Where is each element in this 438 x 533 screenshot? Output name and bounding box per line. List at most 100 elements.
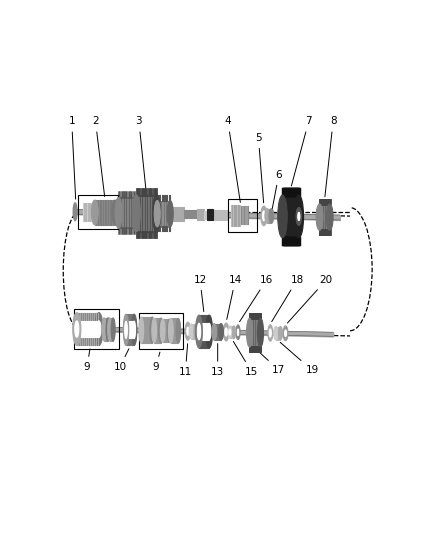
Bar: [231, 205, 240, 225]
Text: 12: 12: [194, 275, 207, 311]
Ellipse shape: [189, 324, 193, 338]
Ellipse shape: [115, 197, 122, 229]
Ellipse shape: [206, 315, 212, 348]
Bar: [214, 210, 228, 220]
Ellipse shape: [237, 329, 239, 336]
Ellipse shape: [139, 317, 144, 343]
Ellipse shape: [269, 208, 274, 223]
Bar: [241, 206, 247, 224]
Text: 8: 8: [325, 116, 336, 197]
Ellipse shape: [279, 327, 283, 340]
Text: 9: 9: [152, 352, 160, 372]
Text: 9: 9: [84, 349, 90, 372]
Ellipse shape: [285, 330, 286, 336]
Ellipse shape: [160, 319, 165, 342]
Ellipse shape: [278, 195, 287, 238]
Bar: [83, 203, 92, 221]
Bar: [191, 324, 196, 338]
Bar: [77, 321, 99, 337]
Ellipse shape: [298, 212, 300, 221]
Bar: [250, 318, 261, 347]
Bar: [199, 324, 209, 340]
Text: 16: 16: [240, 275, 273, 322]
Bar: [126, 314, 134, 345]
Bar: [141, 317, 152, 343]
Ellipse shape: [187, 327, 189, 335]
Ellipse shape: [152, 195, 161, 232]
Ellipse shape: [75, 321, 79, 337]
Bar: [320, 204, 330, 230]
Bar: [162, 319, 170, 342]
Ellipse shape: [219, 324, 223, 340]
Ellipse shape: [294, 195, 304, 238]
Text: 2: 2: [92, 116, 105, 197]
Ellipse shape: [73, 203, 77, 221]
Ellipse shape: [132, 195, 140, 232]
Ellipse shape: [169, 319, 173, 343]
Ellipse shape: [232, 326, 236, 338]
Ellipse shape: [97, 321, 101, 337]
Bar: [230, 326, 234, 338]
Bar: [104, 318, 108, 341]
Ellipse shape: [236, 325, 240, 340]
Ellipse shape: [326, 204, 333, 230]
Bar: [154, 318, 161, 343]
Bar: [171, 319, 178, 343]
Ellipse shape: [197, 324, 201, 340]
Ellipse shape: [132, 197, 139, 229]
Ellipse shape: [154, 200, 160, 227]
Bar: [110, 318, 113, 341]
Bar: [184, 210, 197, 219]
Ellipse shape: [268, 325, 273, 341]
Ellipse shape: [229, 329, 231, 335]
Text: 1: 1: [68, 116, 76, 199]
Ellipse shape: [108, 318, 112, 341]
Bar: [267, 208, 271, 223]
Ellipse shape: [92, 200, 98, 225]
Text: 6: 6: [270, 170, 282, 221]
Bar: [276, 327, 280, 340]
Ellipse shape: [124, 314, 129, 345]
Ellipse shape: [133, 321, 135, 338]
Text: 14: 14: [227, 275, 242, 319]
Bar: [199, 315, 209, 348]
Text: 18: 18: [272, 275, 304, 321]
Ellipse shape: [212, 324, 217, 340]
Bar: [207, 209, 212, 220]
Ellipse shape: [262, 211, 265, 221]
Ellipse shape: [194, 324, 198, 338]
Ellipse shape: [106, 318, 110, 341]
Ellipse shape: [125, 321, 127, 338]
Bar: [197, 209, 204, 220]
Ellipse shape: [247, 318, 253, 347]
Text: 19: 19: [280, 342, 319, 375]
Ellipse shape: [112, 200, 119, 225]
Text: 4: 4: [225, 116, 240, 203]
Bar: [126, 321, 134, 338]
Ellipse shape: [167, 319, 172, 342]
Bar: [204, 211, 214, 219]
Text: 5: 5: [255, 133, 264, 203]
Ellipse shape: [167, 200, 173, 227]
Ellipse shape: [159, 318, 163, 343]
Bar: [283, 195, 299, 238]
Ellipse shape: [95, 313, 103, 345]
Text: 3: 3: [136, 116, 146, 192]
Bar: [157, 200, 170, 227]
Ellipse shape: [258, 318, 264, 347]
Text: 11: 11: [179, 344, 192, 377]
Bar: [119, 197, 135, 229]
Ellipse shape: [150, 317, 155, 343]
Ellipse shape: [228, 326, 232, 338]
Ellipse shape: [225, 328, 227, 336]
Ellipse shape: [176, 319, 181, 343]
Ellipse shape: [269, 329, 271, 337]
Ellipse shape: [283, 326, 288, 341]
Bar: [214, 324, 221, 340]
Ellipse shape: [152, 318, 156, 343]
Ellipse shape: [261, 206, 267, 225]
Bar: [136, 195, 156, 232]
Text: 13: 13: [211, 344, 224, 377]
Bar: [95, 200, 115, 225]
Bar: [77, 313, 99, 345]
